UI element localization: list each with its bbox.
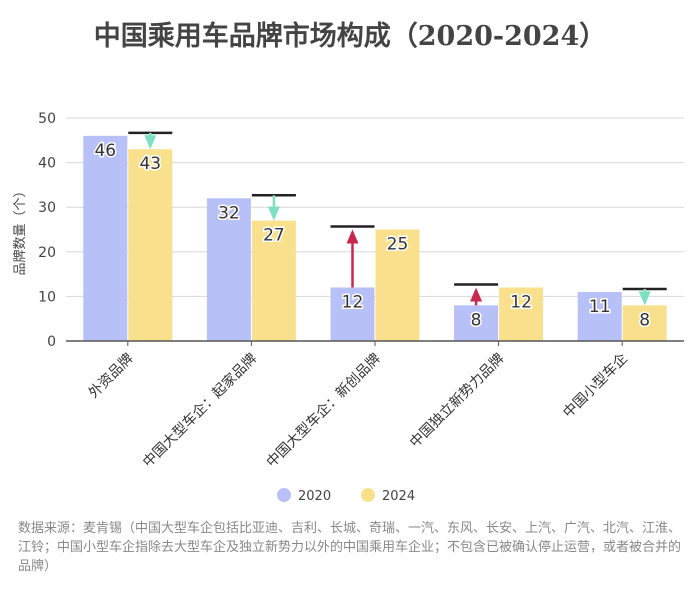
change-arrow-down-icon xyxy=(144,135,157,150)
x-tick-label: 中国小型车企 xyxy=(560,350,631,421)
bar-2024 xyxy=(375,229,420,341)
bar-2020 xyxy=(330,287,375,341)
data-label: 32 xyxy=(218,203,240,223)
y-tick-label: 20 xyxy=(38,245,56,261)
change-arrow-down-icon xyxy=(638,291,651,306)
y-tick-label: 30 xyxy=(38,200,56,216)
source-note: 数据来源：麦肯锡（中国大型车企包括比亚迪、吉利、长城、奇瑞、一汽、东风、长安、上… xyxy=(18,521,682,574)
change-arrow-down-icon xyxy=(267,206,280,221)
x-tick-label: 中国独立新势力品牌 xyxy=(406,350,507,451)
y-tick-label: 40 xyxy=(38,156,56,172)
x-tick-label: 中国大型车企：新创品牌 xyxy=(263,350,384,471)
data-label: 12 xyxy=(510,292,532,312)
data-label: 25 xyxy=(387,235,409,255)
change-arrow-up-icon xyxy=(470,287,483,302)
legend-label: 2024 xyxy=(382,489,415,504)
y-tick-label: 50 xyxy=(38,111,56,127)
y-axis-label: 品牌数量（个） xyxy=(12,184,28,275)
bar-2020 xyxy=(577,291,622,341)
data-label: 43 xyxy=(139,154,161,174)
bar-2024 xyxy=(128,149,173,341)
legend-label: 2020 xyxy=(298,489,331,504)
change-arrow-up-icon xyxy=(346,229,359,244)
data-label: 11 xyxy=(589,297,611,317)
data-label: 8 xyxy=(471,310,482,330)
bar-2020 xyxy=(454,305,499,341)
bar-2024 xyxy=(251,220,296,341)
data-label: 27 xyxy=(263,226,285,246)
legend-marker-2020 xyxy=(277,488,291,502)
x-tick-label: 中国大型车企：起家品牌 xyxy=(139,350,260,471)
y-tick-label: 10 xyxy=(38,289,56,305)
legend-marker-2024 xyxy=(361,488,375,502)
data-label: 12 xyxy=(342,292,364,312)
bar-2024 xyxy=(622,305,667,341)
data-label: 46 xyxy=(94,141,116,161)
x-tick-label: 外资品牌 xyxy=(85,350,137,402)
y-tick-label: 0 xyxy=(47,334,56,350)
bar-2020 xyxy=(83,135,128,341)
bar-2020 xyxy=(206,198,251,341)
data-label: 8 xyxy=(639,310,650,330)
bar-2024 xyxy=(499,287,544,341)
chart-title: 中国乘用车品牌市场构成（2020-2024） xyxy=(93,21,607,52)
bar-chart: 0 10 20 30 40 50 品牌数量（个） 46 43 外资品牌 32 27 中国大型车企：起家品… xyxy=(12,111,684,504)
